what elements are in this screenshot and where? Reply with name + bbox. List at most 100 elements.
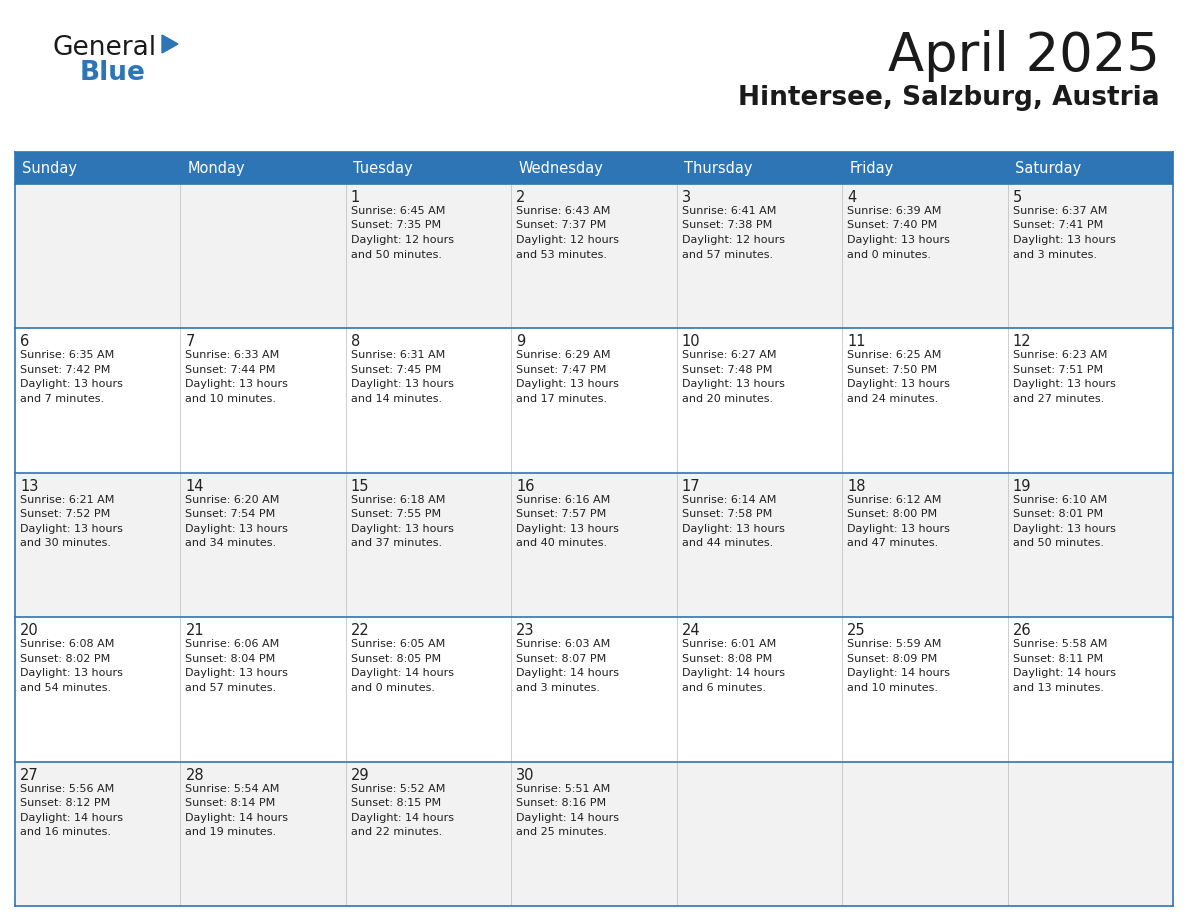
Text: Sunrise: 6:41 AM: Sunrise: 6:41 AM (682, 206, 776, 216)
Text: Daylight: 13 hours: Daylight: 13 hours (847, 524, 950, 533)
Text: Saturday: Saturday (1015, 161, 1081, 175)
Text: Daylight: 14 hours: Daylight: 14 hours (350, 812, 454, 823)
Text: and 17 minutes.: and 17 minutes. (517, 394, 607, 404)
Text: Sunrise: 5:52 AM: Sunrise: 5:52 AM (350, 784, 446, 793)
Text: Daylight: 13 hours: Daylight: 13 hours (1012, 379, 1116, 389)
Text: 12: 12 (1012, 334, 1031, 350)
Bar (15, 329, 1173, 473)
Text: and 13 minutes.: and 13 minutes. (1012, 683, 1104, 693)
Text: and 3 minutes.: and 3 minutes. (517, 683, 600, 693)
Text: Sunrise: 5:54 AM: Sunrise: 5:54 AM (185, 784, 280, 793)
Text: Wednesday: Wednesday (518, 161, 604, 175)
Text: Daylight: 13 hours: Daylight: 13 hours (682, 379, 784, 389)
Text: Sunrise: 6:39 AM: Sunrise: 6:39 AM (847, 206, 942, 216)
Text: Daylight: 13 hours: Daylight: 13 hours (847, 235, 950, 245)
Text: Sunrise: 6:21 AM: Sunrise: 6:21 AM (20, 495, 114, 505)
Text: Sunset: 7:42 PM: Sunset: 7:42 PM (20, 364, 110, 375)
Text: 1: 1 (350, 190, 360, 205)
Text: Sunrise: 6:20 AM: Sunrise: 6:20 AM (185, 495, 280, 505)
Text: 4: 4 (847, 190, 857, 205)
Text: 11: 11 (847, 334, 866, 350)
Text: Sunset: 8:04 PM: Sunset: 8:04 PM (185, 654, 276, 664)
Text: Sunrise: 6:12 AM: Sunrise: 6:12 AM (847, 495, 942, 505)
Text: 15: 15 (350, 479, 369, 494)
Text: Blue: Blue (80, 60, 146, 86)
Text: 18: 18 (847, 479, 866, 494)
Text: Daylight: 14 hours: Daylight: 14 hours (517, 668, 619, 678)
Text: Sunrise: 6:18 AM: Sunrise: 6:18 AM (350, 495, 446, 505)
Text: 6: 6 (20, 334, 30, 350)
Text: and 0 minutes.: and 0 minutes. (350, 683, 435, 693)
Text: Sunrise: 5:56 AM: Sunrise: 5:56 AM (20, 784, 114, 793)
Text: Sunrise: 6:25 AM: Sunrise: 6:25 AM (847, 351, 942, 361)
Text: 22: 22 (350, 623, 369, 638)
Text: 7: 7 (185, 334, 195, 350)
Text: and 14 minutes.: and 14 minutes. (350, 394, 442, 404)
Text: Sunrise: 6:06 AM: Sunrise: 6:06 AM (185, 639, 279, 649)
Text: Sunrise: 6:43 AM: Sunrise: 6:43 AM (517, 206, 611, 216)
Text: Sunrise: 6:29 AM: Sunrise: 6:29 AM (517, 351, 611, 361)
Text: 17: 17 (682, 479, 701, 494)
Text: 19: 19 (1012, 479, 1031, 494)
Text: Daylight: 13 hours: Daylight: 13 hours (350, 379, 454, 389)
Text: 20: 20 (20, 623, 39, 638)
Text: Sunset: 7:47 PM: Sunset: 7:47 PM (517, 364, 607, 375)
Text: Daylight: 14 hours: Daylight: 14 hours (20, 812, 124, 823)
Text: 26: 26 (1012, 623, 1031, 638)
Text: Sunset: 7:54 PM: Sunset: 7:54 PM (185, 509, 276, 520)
Text: and 47 minutes.: and 47 minutes. (847, 538, 939, 548)
Text: Sunset: 7:48 PM: Sunset: 7:48 PM (682, 364, 772, 375)
Text: 14: 14 (185, 479, 204, 494)
Text: Sunset: 8:05 PM: Sunset: 8:05 PM (350, 654, 441, 664)
Text: and 40 minutes.: and 40 minutes. (517, 538, 607, 548)
Text: and 16 minutes.: and 16 minutes. (20, 827, 110, 837)
Text: Sunset: 7:51 PM: Sunset: 7:51 PM (1012, 364, 1102, 375)
Text: and 20 minutes.: and 20 minutes. (682, 394, 773, 404)
Text: Daylight: 13 hours: Daylight: 13 hours (350, 524, 454, 533)
Text: Sunrise: 6:08 AM: Sunrise: 6:08 AM (20, 639, 114, 649)
Text: Sunset: 7:50 PM: Sunset: 7:50 PM (847, 364, 937, 375)
Bar (15, 152, 1173, 184)
Bar (15, 617, 1173, 762)
Text: Daylight: 14 hours: Daylight: 14 hours (517, 812, 619, 823)
Bar (15, 184, 1173, 329)
Text: General: General (52, 35, 156, 61)
Text: Daylight: 13 hours: Daylight: 13 hours (20, 379, 122, 389)
Text: Sunrise: 5:51 AM: Sunrise: 5:51 AM (517, 784, 611, 793)
Text: Sunrise: 6:10 AM: Sunrise: 6:10 AM (1012, 495, 1107, 505)
Text: 13: 13 (20, 479, 38, 494)
Text: Daylight: 12 hours: Daylight: 12 hours (350, 235, 454, 245)
Text: and 7 minutes.: and 7 minutes. (20, 394, 105, 404)
Text: and 37 minutes.: and 37 minutes. (350, 538, 442, 548)
Text: Daylight: 13 hours: Daylight: 13 hours (185, 668, 289, 678)
Text: Sunset: 8:00 PM: Sunset: 8:00 PM (847, 509, 937, 520)
Text: Sunrise: 6:14 AM: Sunrise: 6:14 AM (682, 495, 776, 505)
Text: and 10 minutes.: and 10 minutes. (847, 683, 939, 693)
Text: Sunrise: 6:45 AM: Sunrise: 6:45 AM (350, 206, 446, 216)
Text: and 24 minutes.: and 24 minutes. (847, 394, 939, 404)
Text: Sunset: 8:02 PM: Sunset: 8:02 PM (20, 654, 110, 664)
Text: Sunset: 7:52 PM: Sunset: 7:52 PM (20, 509, 110, 520)
Text: Tuesday: Tuesday (353, 161, 412, 175)
Text: 24: 24 (682, 623, 701, 638)
Text: Sunset: 8:07 PM: Sunset: 8:07 PM (517, 654, 607, 664)
Text: Sunset: 7:57 PM: Sunset: 7:57 PM (517, 509, 607, 520)
Text: and 44 minutes.: and 44 minutes. (682, 538, 773, 548)
Text: 9: 9 (517, 334, 525, 350)
Text: Sunset: 7:55 PM: Sunset: 7:55 PM (350, 509, 441, 520)
Text: Sunset: 8:14 PM: Sunset: 8:14 PM (185, 798, 276, 808)
Text: Sunrise: 6:05 AM: Sunrise: 6:05 AM (350, 639, 446, 649)
Text: Daylight: 12 hours: Daylight: 12 hours (682, 235, 785, 245)
Text: Sunrise: 5:58 AM: Sunrise: 5:58 AM (1012, 639, 1107, 649)
Text: Sunset: 7:35 PM: Sunset: 7:35 PM (350, 220, 441, 230)
Text: Sunset: 7:44 PM: Sunset: 7:44 PM (185, 364, 276, 375)
Text: and 50 minutes.: and 50 minutes. (1012, 538, 1104, 548)
Text: Sunset: 7:45 PM: Sunset: 7:45 PM (350, 364, 441, 375)
Text: 5: 5 (1012, 190, 1022, 205)
Text: Daylight: 13 hours: Daylight: 13 hours (20, 524, 122, 533)
Text: 8: 8 (350, 334, 360, 350)
Text: Daylight: 13 hours: Daylight: 13 hours (847, 379, 950, 389)
Text: April 2025: April 2025 (889, 30, 1159, 82)
Text: 28: 28 (185, 767, 204, 783)
Text: Daylight: 14 hours: Daylight: 14 hours (350, 668, 454, 678)
